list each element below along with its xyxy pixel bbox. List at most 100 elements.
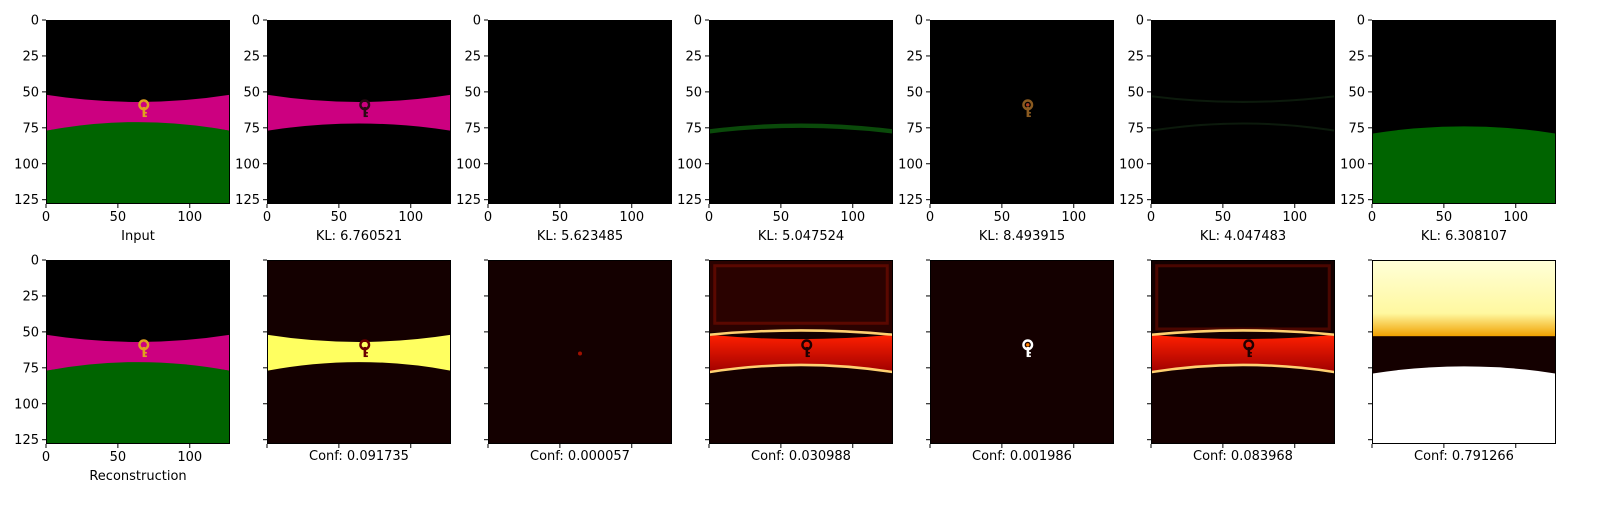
x-tick-label: 100 [619,210,644,225]
faint-outline [1151,95,1335,132]
y-tick-label: 0 [1357,14,1365,29]
y-tick-label: 125 [456,193,481,208]
panel-image [1151,260,1335,444]
y-tick-label: 125 [14,193,39,208]
panel-image [930,20,1114,204]
panel-image [930,260,1114,444]
panel-caption: Conf: 0.000057 [530,449,630,464]
y-tick-label: 50 [906,85,923,100]
y-tick-label: 100 [14,397,39,412]
panel-slots-4: 0 50 100 0 25 50 75 100 125 KL: 8.493915 [898,14,1114,244]
y-tick-label: 25 [464,49,481,64]
panel-image [709,260,893,444]
panel-slots-3: 0 50 100 0 25 50 75 100 125 KL: 5.047524 [677,14,893,244]
key-sprite [138,339,150,358]
key-shadow [359,339,371,358]
panel-image [267,20,451,204]
y-tick-label: 0 [252,14,260,29]
y-tick-label: 25 [685,49,702,64]
x-tick-label: 100 [1282,210,1307,225]
y-tick-label: 25 [1127,49,1144,64]
axes-frame [709,20,893,204]
panel-slots-6: 0 50 100 0 25 50 75 100 125 KL: 6.308107 [1340,14,1556,244]
magenta-band [46,334,230,371]
x-tick-label: 0 [263,210,271,225]
panel-slots-1: 0 50 100 0 25 50 75 100 125 KL: 6.760521 [235,14,451,244]
panel-confidence-5: Conf: 0.083968 [1147,259,1335,464]
y-tick-label: 125 [14,433,39,448]
y-tick-label: 75 [685,121,702,136]
y-tick-label: 75 [906,121,923,136]
y-tick-label: 100 [1340,157,1365,172]
key-sprite [138,99,150,118]
panel-image [1151,20,1335,204]
panel-caption: Conf: 0.083968 [1193,449,1293,464]
axes-frame [267,260,451,444]
x-tick-label: 100 [398,210,423,225]
x-tick-label: 50 [110,210,127,225]
x-tick-label: 0 [926,210,934,225]
panel-caption: Input [121,229,155,244]
key-sprite [1022,99,1034,118]
y-tick-label: 100 [14,157,39,172]
x-tick-label: 100 [1061,210,1086,225]
green-ground [46,122,230,204]
y-tick-label: 0 [473,14,481,29]
y-tick-label: 100 [235,157,260,172]
panel-confidence-0: 0 50 100 0 25 50 75 100 125 Reconstruction [14,254,230,484]
green-ground [46,362,230,444]
y-tick-label: 75 [243,121,260,136]
y-tick-label: 50 [685,85,702,100]
panel-background [709,20,893,204]
axes-frame [1372,20,1556,204]
axes-frame [267,20,451,204]
heat-sky [1372,260,1556,337]
y-tick-label: 25 [22,49,39,64]
heat-ground [1372,366,1556,444]
axes-frame [709,260,893,444]
heat-edge-bottom [709,363,893,374]
x-tick-label: 50 [773,210,790,225]
key-shadow [359,99,371,118]
panel-slots-0: 0 50 100 0 25 50 75 100 125 Input [14,14,230,244]
panel-caption: KL: 6.760521 [316,229,402,244]
panel-grid: 0 50 100 0 25 50 75 100 125 Input 0 50 100 0 25 50 75 100… [14,14,1556,484]
y-tick-label: 125 [898,193,923,208]
y-tick-label: 0 [31,14,39,29]
x-tick-label: 0 [705,210,713,225]
panel-caption: KL: 5.047524 [758,229,844,244]
x-tick-label: 0 [484,210,492,225]
x-tick-label: 100 [1503,210,1528,225]
y-tick-label: 50 [1348,85,1365,100]
x-tick-label: 50 [994,210,1011,225]
y-tick-label: 25 [1348,49,1365,64]
y-tick-label: 75 [22,121,39,136]
panel-confidence-1: Conf: 0.091735 [263,259,451,464]
panel-image [1372,20,1556,204]
panel-caption: KL: 6.308107 [1421,229,1507,244]
y-tick-label: 125 [677,193,702,208]
y-tick-label: 0 [31,254,39,269]
axes-frame [930,20,1114,204]
x-tick-label: 50 [1436,210,1453,225]
green-ground [1372,126,1556,204]
panel-image [46,20,230,204]
x-tick-label: 0 [42,210,50,225]
panel-image [1372,260,1556,444]
panel-background [488,20,672,204]
y-tick-label: 100 [677,157,702,172]
panel-confidence-4: Conf: 0.001986 [926,259,1114,464]
x-tick-label: 50 [1215,210,1232,225]
panel-caption: KL: 5.623485 [537,229,623,244]
y-tick-label: 25 [906,49,923,64]
y-tick-label: 100 [456,157,481,172]
heat-edge-top [709,329,893,336]
heat-spot [578,351,582,356]
y-tick-label: 50 [22,85,39,100]
axes-frame [46,20,230,204]
axes-frame [930,260,1114,444]
panel-caption: Conf: 0.091735 [309,449,409,464]
axes-frame [1151,260,1335,444]
heat-band [1151,334,1335,373]
